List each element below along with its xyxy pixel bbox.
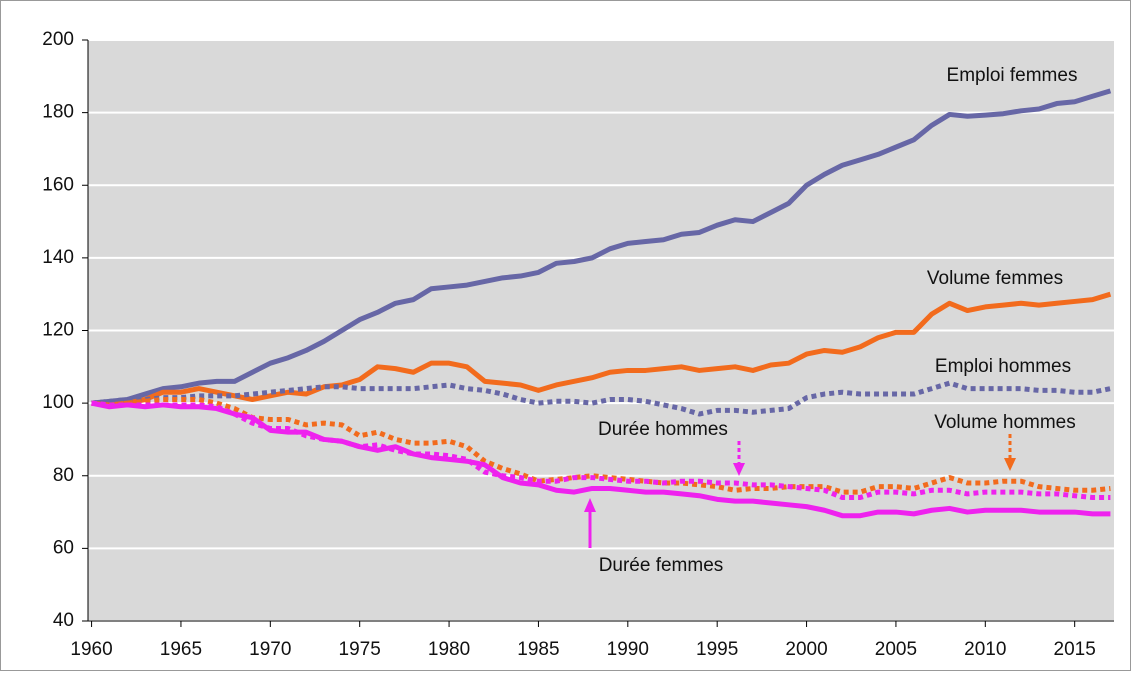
x-tick-label: 1990 <box>607 639 649 660</box>
x-tick-label: 1985 <box>517 639 559 660</box>
y-tick-label: 120 <box>42 320 74 341</box>
arrows <box>584 434 1016 548</box>
series-line <box>91 88 1112 406</box>
arrow-head <box>1004 458 1016 471</box>
x-tick-label: 2000 <box>785 639 827 660</box>
series-label: Volume hommes <box>934 412 1076 433</box>
series-line <box>91 291 1112 408</box>
y-tick-label: 100 <box>42 392 74 413</box>
series-label: Volume femmes <box>927 268 1063 289</box>
y-tick-label: 60 <box>53 537 74 558</box>
x-tick-label: 1995 <box>696 639 738 660</box>
series-line <box>91 396 1111 495</box>
y-tick-label: 180 <box>42 102 74 123</box>
series-label: Durée hommes <box>598 419 728 440</box>
x-tick-label: 2005 <box>875 639 917 660</box>
lines <box>91 88 1112 519</box>
y-tick-label: 160 <box>42 174 74 195</box>
y-tick-label: 80 <box>53 465 74 486</box>
x-tick-label: 1980 <box>428 639 470 660</box>
series-line <box>91 380 1111 417</box>
y-tick-label: 40 <box>53 610 74 631</box>
series-label: Durée femmes <box>599 555 724 576</box>
y-tick-label: 140 <box>42 247 74 268</box>
x-tick-label: 2010 <box>964 639 1006 660</box>
grid <box>88 39 1114 622</box>
x-tick-label: 1975 <box>339 639 381 660</box>
x-tick-label: 2015 <box>1054 639 1096 660</box>
arrow-head <box>733 463 745 476</box>
series-label: Emploi femmes <box>947 65 1078 86</box>
arrow-head <box>584 498 596 512</box>
x-tick-label: 1965 <box>160 639 202 660</box>
y-tick-label: 200 <box>42 29 74 50</box>
labels: 40 60 80 100 120 140 160 180 200 1960 1965 1970 1975… <box>42 29 1096 660</box>
x-tick-label: 1970 <box>249 639 291 660</box>
x-tick-label: 1960 <box>70 639 112 660</box>
series-label: Emploi hommes <box>935 356 1071 377</box>
series-line <box>91 400 1111 519</box>
